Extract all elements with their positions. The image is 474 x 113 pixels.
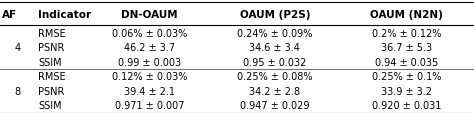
Text: AF: AF [2, 10, 18, 20]
Text: 0.06% ± 0.03%: 0.06% ± 0.03% [112, 28, 187, 38]
Text: 8: 8 [15, 86, 21, 96]
Text: RMSE: RMSE [38, 72, 65, 82]
Text: OAUM (N2N): OAUM (N2N) [370, 10, 443, 20]
Text: PSNR: PSNR [38, 43, 64, 53]
Text: 0.2% ± 0.12%: 0.2% ± 0.12% [372, 28, 441, 38]
Text: SSIM: SSIM [38, 101, 62, 111]
Text: 0.971 ± 0.007: 0.971 ± 0.007 [115, 101, 184, 111]
Text: 36.7 ± 5.3: 36.7 ± 5.3 [381, 43, 432, 53]
Text: 4: 4 [15, 43, 21, 53]
Text: RMSE: RMSE [38, 28, 65, 38]
Text: 0.94 ± 0.035: 0.94 ± 0.035 [375, 57, 438, 67]
Text: 34.2 ± 2.8: 34.2 ± 2.8 [249, 86, 301, 96]
Text: 34.6 ± 3.4: 34.6 ± 3.4 [249, 43, 301, 53]
Text: DN-OAUM: DN-OAUM [121, 10, 178, 20]
Text: 0.95 ± 0.032: 0.95 ± 0.032 [243, 57, 307, 67]
Text: 39.4 ± 2.1: 39.4 ± 2.1 [124, 86, 175, 96]
Text: 0.25% ± 0.1%: 0.25% ± 0.1% [372, 72, 441, 82]
Text: 0.947 ± 0.029: 0.947 ± 0.029 [240, 101, 310, 111]
Text: 0.12% ± 0.03%: 0.12% ± 0.03% [111, 72, 187, 82]
Text: 0.24% ± 0.09%: 0.24% ± 0.09% [237, 28, 313, 38]
Text: Indicator: Indicator [38, 10, 91, 20]
Text: 33.9 ± 3.2: 33.9 ± 3.2 [381, 86, 432, 96]
Text: PSNR: PSNR [38, 86, 64, 96]
Text: OAUM (P2S): OAUM (P2S) [240, 10, 310, 20]
Text: 0.920 ± 0.031: 0.920 ± 0.031 [372, 101, 441, 111]
Text: 0.99 ± 0.003: 0.99 ± 0.003 [118, 57, 181, 67]
Text: SSIM: SSIM [38, 57, 62, 67]
Text: 0.25% ± 0.08%: 0.25% ± 0.08% [237, 72, 313, 82]
Text: 46.2 ± 3.7: 46.2 ± 3.7 [124, 43, 175, 53]
